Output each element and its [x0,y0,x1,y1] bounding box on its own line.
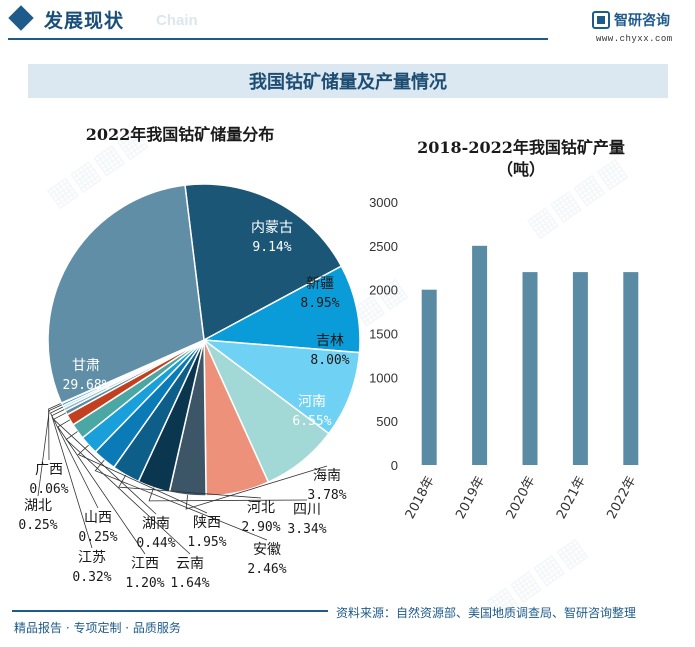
section-title: 我国钴矿储量及产量情况 [249,72,447,93]
pie-leader-line [37,404,63,497]
page-title: 发展现状 [44,10,125,32]
bar [572,272,588,465]
y-tick-label: 3000 [369,195,398,210]
pie-label: 新疆 [306,276,334,292]
pie-label: 河南 [298,394,326,410]
pie-label: 湖南 [142,516,170,532]
bar [522,272,538,465]
pie-leader-line [118,474,262,499]
y-tick-label: 2000 [369,283,398,298]
header: 发展现状 Chain [0,0,695,44]
pie-label: 河北 [247,500,275,516]
pie-label: 陕西 [193,515,221,531]
pie-slice [47,184,205,405]
pie-label: 湖北 [24,498,52,514]
bar [472,245,488,465]
bar-chart-title: 2018-2022年我国钴矿产量 （吨） [376,137,666,181]
pie-value-label: 0.44% [136,536,175,551]
bar-chart-unit: （吨） [496,160,545,179]
footer-divider [12,610,328,612]
pie-label: 四川 [293,502,321,518]
pie-label: 吉林 [316,333,344,349]
x-tick-label: 2021年 [554,474,589,522]
x-tick-label: 2018年 [403,474,438,522]
y-tick-label: 0 [391,458,398,473]
pie-value-label: 29.68% [63,378,110,393]
pie-label: 山西 [84,510,112,526]
pie-value-label: 3.78% [307,488,346,503]
pie-value-label: 2.46% [247,562,286,577]
x-tick-label: 2019年 [453,474,488,522]
pie-leader-line [148,487,308,502]
y-tick-label: 2500 [369,239,398,254]
pie-value-label: 1.95% [187,535,226,550]
pie-label: 云南 [176,556,204,572]
brand-name: 智研咨询 [614,13,670,29]
section-banner: 我国钴矿储量及产量情况 [28,64,668,98]
footer-slogan: 精品报告 · 专项定制 · 品质服务 [14,621,181,635]
pie-value-label: 0.25% [18,518,57,533]
pie-leader-line [57,419,146,555]
pie-value-label: 1.64% [170,576,209,591]
pie-leader-line [49,406,99,509]
x-tick-label: 2022年 [604,474,639,522]
pie-value-label: 1.20% [125,576,164,591]
pie-value-label: 9.14% [252,240,291,255]
brand-logo: 智研咨询 [592,10,670,30]
pie-value-label: 0.25% [78,530,117,545]
pie-value-label: 0.32% [72,570,111,585]
data-source: 资料来源：自然资源部、美国地质调查局、智研咨询整理 [336,606,637,620]
pie-slice [201,339,361,435]
pie-slice [184,183,343,342]
brand-url: www.chyxx.com [596,34,673,44]
pie-label: 安徽 [253,542,281,558]
y-tick-label: 1500 [369,327,398,342]
pie-value-label: 6.55% [292,414,331,429]
y-tick-label: 1000 [369,370,398,385]
pie-value-label: 2.90% [241,520,280,535]
pie-value-label: 8.95% [300,296,339,311]
pie-slice [201,265,361,354]
pie-value-label: 0.06% [29,482,68,497]
pie-leader-line [185,465,328,510]
pie-value-label: 8.00% [310,353,349,368]
brand-logo-icon [592,11,610,29]
x-tick-label: 2020年 [504,474,539,522]
pie-value-label: 3.34% [287,522,326,537]
pie-label: 海南 [313,468,341,484]
bar-chart-title-text: 2018-2022年我国钴矿产量 [417,138,625,157]
header-divider [8,38,548,40]
header-ghost-text: Chain [156,12,198,29]
pie-label: 内蒙古 [251,220,293,236]
pie-label: 江西 [131,556,159,572]
y-tick-label: 500 [376,414,398,429]
pie-leader-line [48,402,62,461]
pie-chart-title: 2022年我国钴矿储量分布 [85,125,275,144]
pie-label: 广西 [35,462,63,478]
pie-label: 甘肃 [72,358,100,374]
bar [623,272,639,465]
bar [421,289,437,465]
pie-label: 江苏 [78,550,106,566]
